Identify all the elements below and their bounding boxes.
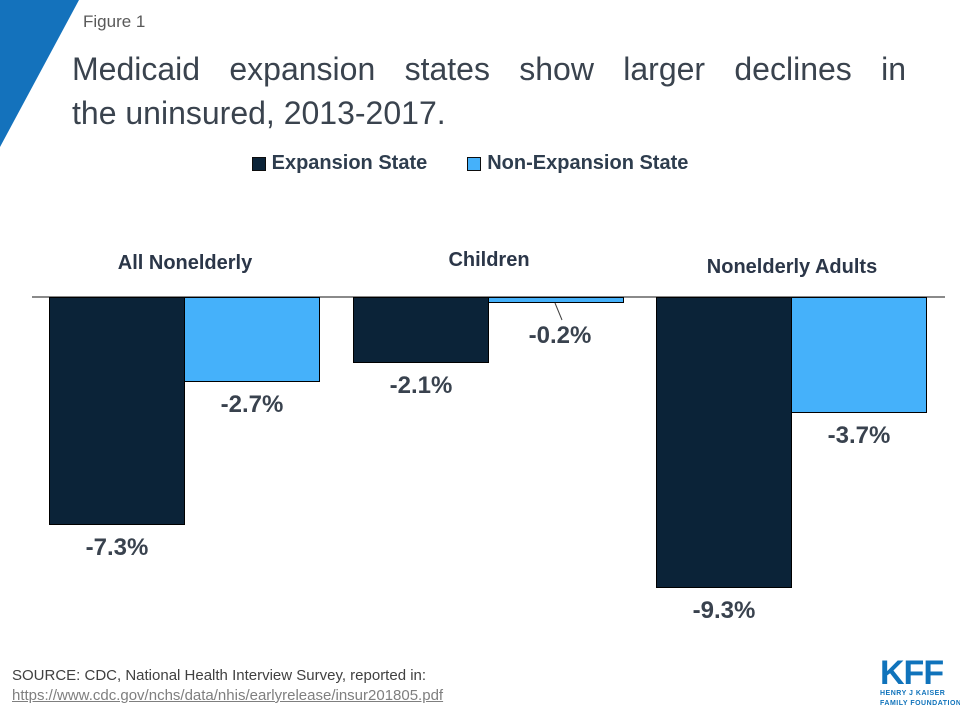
kff-logo-text: KFF: [880, 654, 944, 692]
bar-expansion-state-children: [353, 297, 489, 363]
legend-item-non-expansion-state: Non-Expansion State: [467, 152, 688, 175]
legend-label-expansion-state: Expansion State: [271, 152, 428, 174]
kff-logo-subtext-line2: FAMILY FOUNDATION: [880, 700, 960, 707]
source-block: SOURCE: CDC, National Health Interview S…: [12, 666, 443, 706]
kff-logo: KFF HENRY J KAISER FAMILY FOUNDATION: [880, 654, 960, 708]
chart-title-line-2: the uninsured, 2013-2017.: [72, 95, 446, 131]
legend-label-non-expansion-state: Non-Expansion State: [487, 152, 689, 174]
category-label-children: Children: [448, 249, 530, 271]
chart-title: Medicaid expansion states show larger de…: [72, 47, 906, 135]
legend-swatch-non-expansion-state: [467, 156, 482, 171]
kff-logo-subtext-line1: HENRY J KAISER: [880, 690, 946, 697]
value-label-expansion-state-all-nonelderly: -7.3%: [85, 534, 149, 561]
chart-legend: Expansion State Non-Expansion State: [0, 152, 940, 175]
value-label-expansion-state-nonelderly-adults: -9.3%: [692, 597, 756, 624]
bar-expansion-state-nonelderly-adults: [656, 297, 792, 588]
value-label-non-expansion-state-nonelderly-adults: -3.7%: [827, 422, 891, 449]
legend-swatch-expansion-state: [251, 156, 266, 171]
bar-expansion-state-all-nonelderly: [49, 297, 185, 525]
bar-non-expansion-state-nonelderly-adults: [791, 297, 927, 413]
chart-title-line-1: Medicaid expansion states show larger de…: [72, 51, 906, 87]
legend-item-expansion-state: Expansion State: [251, 152, 428, 175]
value-label-non-expansion-state-all-nonelderly: -2.7%: [220, 391, 284, 418]
source-text: SOURCE: CDC, National Health Interview S…: [12, 667, 427, 684]
category-label-all-nonelderly: All Nonelderly: [117, 252, 253, 274]
value-label-non-expansion-state-children: -0.2%: [528, 322, 592, 349]
value-callout-line: [554, 302, 563, 321]
category-label-nonelderly-adults: Nonelderly Adults: [706, 256, 878, 278]
bar-non-expansion-state-all-nonelderly: [184, 297, 320, 382]
figure-label: Figure 1: [83, 12, 146, 31]
x-axis-baseline: [32, 296, 945, 298]
bar-non-expansion-state-children: [488, 297, 624, 303]
value-label-expansion-state-children: -2.1%: [389, 372, 453, 399]
source-link[interactable]: https://www.cdc.gov/nchs/data/nhis/early…: [12, 687, 444, 704]
